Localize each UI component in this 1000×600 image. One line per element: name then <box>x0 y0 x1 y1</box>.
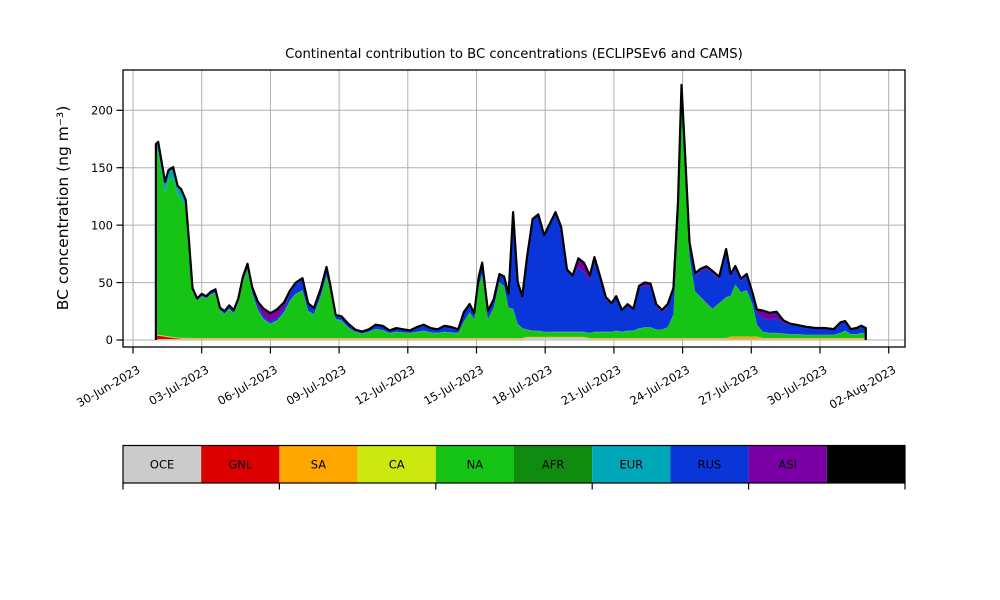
legend: OCE GNL SA CA NA AFR EUR RUS ASI AUS <box>122 444 906 490</box>
legend-swatch-GNL <box>201 445 280 483</box>
y-axis-label: BC concentration (ng m⁻³) <box>54 106 72 311</box>
legend-label-OCE: OCE <box>150 457 174 471</box>
legend-label-RUS: RUS <box>698 457 722 471</box>
legend-swatch-AFR <box>514 445 593 483</box>
x-tick-label: 03-Jul-2023 <box>146 362 211 407</box>
area-stack <box>155 84 866 340</box>
area-OCE <box>155 337 866 340</box>
chart-title: Continental contribution to BC concentra… <box>285 47 743 62</box>
axes-frame <box>122 69 906 348</box>
x-tick-label: 12-Jul-2023 <box>353 362 418 407</box>
legend-swatch-AUS <box>826 445 905 483</box>
total-line <box>154 83 867 340</box>
x-tick-label: 06-Jul-2023 <box>215 362 280 407</box>
area-NA <box>155 99 866 338</box>
legend-swatch-OCE <box>123 445 202 483</box>
area-EUR <box>155 98 866 335</box>
legend-swatch-RUS <box>670 445 749 483</box>
y-tick-label: 150 <box>91 161 113 175</box>
x-tick-label: 09-Jul-2023 <box>284 362 349 407</box>
area-SA <box>155 335 866 339</box>
legend-label-ASI: ASI <box>778 457 797 471</box>
legend-label-GNL: GNL <box>228 457 253 471</box>
x-tick-label: 02-Aug-2023 <box>827 362 898 411</box>
legend-swatch-ASI <box>748 445 827 483</box>
x-tick-label: 30-Jul-2023 <box>765 362 830 407</box>
legend-frame <box>122 444 906 484</box>
x-axis-ticks: 30-Jun-2023 03-Jul-2023 06-Jul-2023 09-Jul-… <box>74 347 898 412</box>
y-axis-ticks: 0 50 100 150 200 <box>91 104 123 347</box>
legend-swatch-EUR <box>592 445 671 483</box>
legend-swatch-NA <box>435 445 514 483</box>
x-tick-label: 30-Jun-2023 <box>74 362 142 410</box>
area-RUS <box>155 87 866 335</box>
legend-label-EUR: EUR <box>619 457 643 471</box>
legend-label-NA: NA <box>467 457 484 471</box>
area-CA <box>155 334 866 339</box>
y-tick-label: 50 <box>98 276 113 290</box>
x-tick-label: 21-Jul-2023 <box>559 362 624 407</box>
y-tick-label: 100 <box>91 218 113 232</box>
legend-swatch-CA <box>357 445 436 483</box>
legend-label-AUS: AUS <box>854 457 878 471</box>
legend-label-SA: SA <box>311 457 327 471</box>
legend-label-AFR: AFR <box>542 457 564 471</box>
x-tick-label: 27-Jul-2023 <box>696 362 761 407</box>
x-tick-label: 15-Jul-2023 <box>421 362 486 407</box>
legend-swatch-SA <box>279 445 358 483</box>
legend-label-CA: CA <box>389 457 405 471</box>
x-tick-label: 24-Jul-2023 <box>627 362 692 407</box>
x-tick-label: 18-Jul-2023 <box>490 362 555 407</box>
y-tick-label: 200 <box>91 104 113 118</box>
y-tick-label: 0 <box>106 333 113 347</box>
